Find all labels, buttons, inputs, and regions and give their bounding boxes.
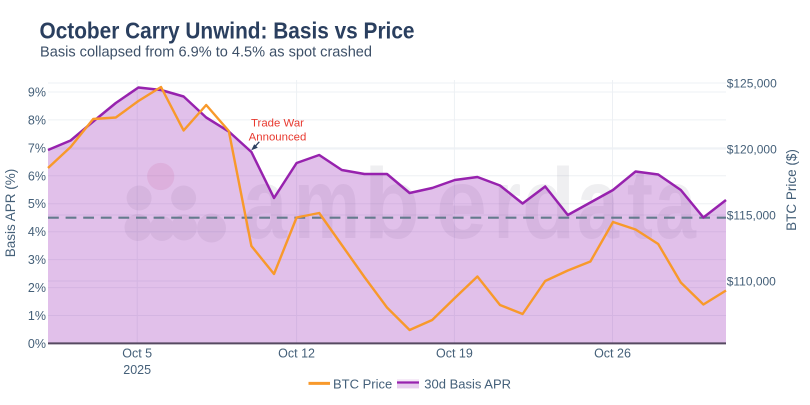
svg-text:9%: 9% (28, 86, 46, 100)
svg-text:2%: 2% (28, 281, 46, 295)
svg-text:6%: 6% (28, 169, 46, 183)
svg-text:Oct 5: Oct 5 (122, 347, 152, 361)
svg-text:4%: 4% (28, 225, 46, 239)
svg-text:m: m (294, 148, 360, 260)
svg-text:30d Basis APR: 30d Basis APR (424, 376, 511, 391)
svg-text:r: r (494, 148, 521, 260)
svg-text:Oct 19: Oct 19 (436, 347, 473, 361)
svg-text:$110,000: $110,000 (727, 275, 776, 289)
svg-text:d: d (522, 148, 575, 260)
svg-text:0%: 0% (28, 337, 46, 351)
svg-text:3%: 3% (28, 253, 46, 267)
svg-text:Trade War: Trade War (251, 117, 304, 129)
svg-text:Basis collapsed from 6.9% to 4: Basis collapsed from 6.9% to 4.5% as spo… (40, 44, 372, 60)
svg-text:8%: 8% (28, 113, 46, 127)
svg-text:a: a (577, 148, 620, 260)
svg-text:$115,000: $115,000 (727, 209, 776, 223)
svg-text:2025: 2025 (123, 363, 151, 377)
svg-text:BTC Price ($): BTC Price ($) (784, 149, 799, 231)
svg-text:October Carry Unwind: Basis vs: October Carry Unwind: Basis vs Price (40, 17, 415, 43)
svg-text:e: e (436, 148, 487, 260)
svg-text:Oct 26: Oct 26 (594, 347, 631, 361)
svg-text:a: a (655, 148, 697, 260)
svg-text:Oct 12: Oct 12 (278, 347, 315, 361)
svg-text:BTC Price: BTC Price (333, 376, 392, 391)
svg-text:Announced: Announced (249, 132, 307, 144)
svg-text:7%: 7% (28, 141, 46, 155)
svg-text:$120,000: $120,000 (727, 143, 777, 157)
svg-text:Basis APR (%): Basis APR (%) (3, 169, 18, 258)
svg-text:t: t (627, 148, 653, 260)
svg-text:5%: 5% (28, 197, 46, 211)
svg-text:b: b (364, 148, 420, 260)
svg-text:$125,000: $125,000 (727, 77, 777, 91)
svg-text:1%: 1% (28, 309, 46, 323)
